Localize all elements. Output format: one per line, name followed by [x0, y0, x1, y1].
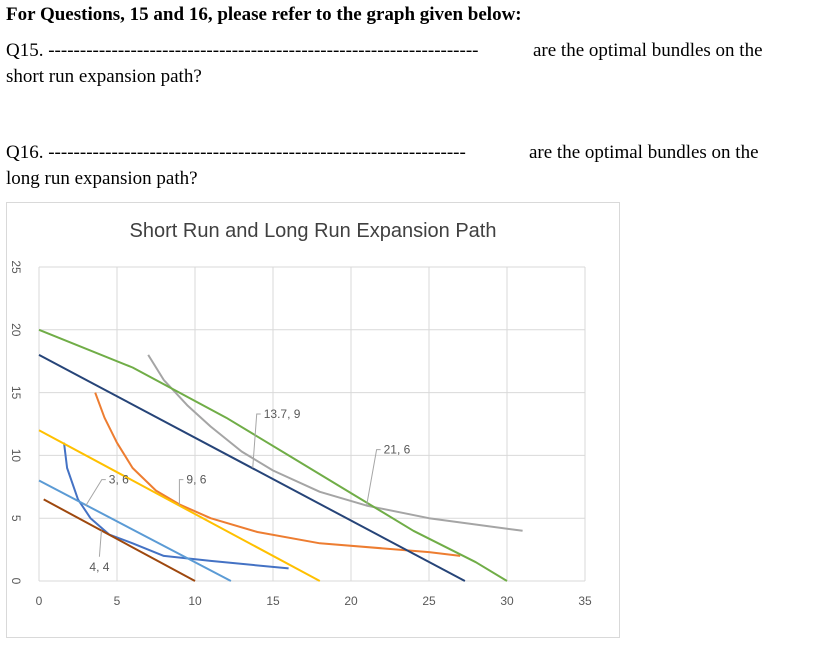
y-tick-label: 0 [9, 578, 23, 585]
x-tick-label: 15 [266, 594, 280, 608]
question-16-blank: ----------------------------------------… [48, 142, 466, 163]
annotation-leader [98, 530, 102, 557]
annotation-leader [252, 413, 261, 468]
series-line-4 [38, 429, 321, 582]
chart-title: Short Run and Long Run Expansion Path [130, 220, 497, 242]
series-line-6 [43, 498, 196, 582]
annotation-label: 3, 6 [109, 473, 129, 487]
question-16-number: Q16. [6, 142, 44, 163]
question-16-suffix: are the optimal bundles on the [524, 142, 759, 163]
question-15-blank: ----------------------------------------… [48, 40, 479, 61]
grid-layer [38, 266, 586, 582]
y-tick-label: 15 [9, 386, 23, 400]
annotation-label: 9, 6 [186, 473, 206, 487]
question-16-continuation: long run expansion path? [6, 168, 198, 189]
y-tick-label: 10 [9, 449, 23, 463]
x-tick-label: 30 [500, 594, 514, 608]
x-tick-label: 0 [36, 594, 43, 608]
x-tick-label: 10 [188, 594, 202, 608]
question-15: Q15. -----------------------------------… [6, 38, 763, 90]
series-line-8 [38, 328, 508, 582]
question-15-number: Q15. [6, 40, 44, 61]
y-tick-label: 20 [9, 323, 23, 337]
x-tick-label: 5 [114, 594, 121, 608]
section-heading: For Questions, 15 and 16, please refer t… [6, 4, 522, 25]
x-tick-label: 25 [422, 594, 436, 608]
chart-frame: Short Run and Long Run Expansion Path 3,… [6, 202, 620, 638]
annotation-leader [366, 449, 381, 506]
question-15-continuation: short run expansion path? [6, 66, 202, 87]
tick-layer: 0 5 10 15 20 25 30 35 0 5 10 15 20 25 [9, 260, 592, 608]
annotation-label: 13.7, 9 [264, 407, 301, 421]
series-line-3 [147, 354, 523, 532]
question-16: Q16. -----------------------------------… [6, 140, 759, 192]
y-tick-label: 25 [9, 260, 23, 274]
x-tick-label: 20 [344, 594, 358, 608]
x-tick-label: 35 [578, 594, 592, 608]
annotation-leader [85, 479, 106, 506]
question-15-suffix: are the optimal bundles on the [528, 40, 763, 61]
series-line-5 [38, 479, 232, 582]
annotation-label: 4, 4 [89, 560, 109, 574]
series-line-7 [38, 354, 466, 582]
expansion-path-chart: Short Run and Long Run Expansion Path 3,… [9, 220, 592, 608]
annotation-leader [178, 479, 184, 506]
y-tick-label: 5 [9, 515, 23, 522]
annotation-label: 21, 6 [384, 443, 411, 457]
annotation-layer: 3, 6 4, 4 9, 6 13.7, 9 21, 6 [85, 407, 411, 574]
